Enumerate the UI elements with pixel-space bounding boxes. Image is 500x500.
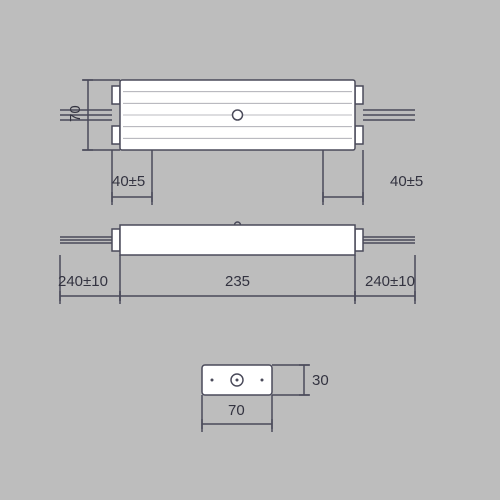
svg-text:240±10: 240±10	[58, 273, 108, 290]
svg-text:70: 70	[228, 402, 245, 419]
svg-text:30: 30	[312, 372, 329, 389]
technical-drawing: 70 40±5 40±5 240±10 235 240±10 30 70	[0, 0, 500, 500]
svg-text:40±5: 40±5	[390, 173, 423, 190]
svg-text:235: 235	[225, 273, 250, 290]
body-side-view	[120, 225, 355, 255]
svg-text:70: 70	[67, 105, 84, 122]
svg-text:40±5: 40±5	[112, 173, 145, 190]
svg-text:240±10: 240±10	[365, 273, 415, 290]
